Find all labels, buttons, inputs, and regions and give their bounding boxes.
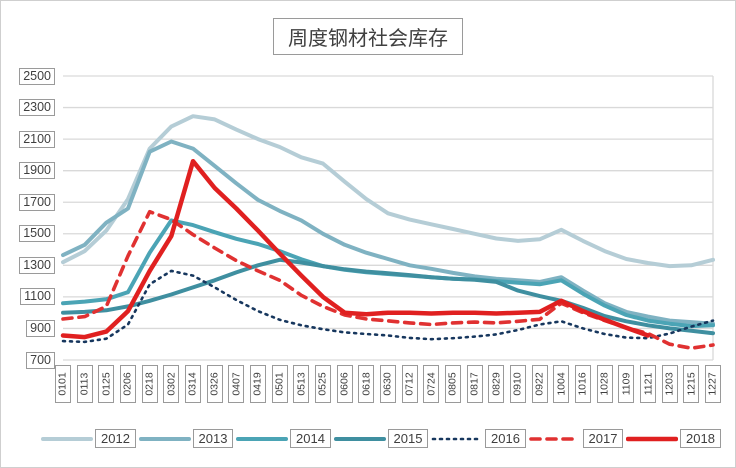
legend-item-2015: 2015 bbox=[333, 429, 429, 448]
series-line-2016 bbox=[61, 269, 715, 344]
legend-line-swatch bbox=[431, 437, 483, 440]
y-tick-label: 1900 bbox=[19, 162, 55, 180]
x-tick-label: 0101 bbox=[55, 365, 71, 403]
legend-line-swatch bbox=[236, 436, 288, 441]
y-tick-label: 1700 bbox=[19, 193, 55, 211]
x-tick-label: 0805 bbox=[445, 365, 461, 403]
x-tick-label: 0513 bbox=[293, 365, 310, 403]
legend-item-2016: 2016 bbox=[431, 429, 526, 448]
x-tick-label: 1109 bbox=[618, 365, 635, 403]
x-tick-label: 1121 bbox=[640, 365, 656, 403]
y-tick-label: 700 bbox=[26, 351, 55, 369]
y-tick-label: 1300 bbox=[19, 256, 55, 274]
legend-item-2017: 2017 bbox=[528, 429, 624, 448]
chart-title: 周度钢材社会库存 bbox=[273, 18, 463, 55]
y-tick-label: 2300 bbox=[19, 99, 55, 117]
series-line-2017 bbox=[61, 209, 715, 350]
x-tick-label: 1004 bbox=[553, 365, 570, 403]
series-line-2012 bbox=[61, 114, 715, 269]
x-tick-label: 0712 bbox=[401, 365, 418, 403]
x-tick-label: 0910 bbox=[510, 365, 526, 403]
legend-line-swatch bbox=[41, 436, 93, 441]
x-tick-label: 0724 bbox=[423, 365, 440, 403]
legend-label: 2018 bbox=[680, 429, 721, 448]
x-tick-label: 0125 bbox=[98, 365, 115, 403]
legend-label: 2017 bbox=[582, 429, 624, 448]
x-tick-label: 0922 bbox=[531, 365, 548, 403]
y-tick-label: 1100 bbox=[20, 288, 55, 306]
series-line-2015 bbox=[61, 257, 715, 336]
legend-label: 2015 bbox=[387, 429, 429, 448]
legend-line-swatch bbox=[333, 436, 386, 441]
x-tick-label: 0326 bbox=[206, 365, 223, 403]
legend-label: 2013 bbox=[192, 429, 234, 448]
y-tick-label: 900 bbox=[26, 319, 55, 337]
y-tick-label: 1500 bbox=[19, 225, 55, 243]
x-tick-label: 0606 bbox=[336, 365, 353, 403]
legend-line-swatch bbox=[528, 436, 581, 441]
x-tick-label: 0218 bbox=[141, 365, 158, 403]
legend-item-2018: 2018 bbox=[626, 429, 721, 448]
x-tick-label: 0314 bbox=[185, 365, 201, 403]
legend-label: 2014 bbox=[290, 429, 331, 448]
x-tick-label: 0618 bbox=[358, 365, 375, 403]
legend-line-swatch bbox=[138, 436, 191, 441]
legend-label: 2012 bbox=[95, 429, 136, 448]
x-tick-label: 0829 bbox=[488, 365, 505, 403]
x-tick-label: 0407 bbox=[228, 365, 245, 403]
x-tick-label: 1203 bbox=[661, 365, 678, 403]
legend-item-2012: 2012 bbox=[41, 429, 136, 448]
x-tick-label: 0419 bbox=[250, 365, 266, 403]
x-tick-label: 0525 bbox=[315, 365, 331, 403]
series-line-2013 bbox=[61, 139, 715, 326]
x-tick-label: 1227 bbox=[705, 365, 721, 403]
x-tick-label: 0113 bbox=[76, 365, 93, 403]
x-tick-label: 0817 bbox=[466, 365, 483, 403]
x-tick-label: 1028 bbox=[596, 365, 613, 403]
x-tick-label: 1016 bbox=[575, 365, 591, 403]
legend-label: 2016 bbox=[485, 429, 526, 448]
legend-line-swatch bbox=[626, 436, 678, 441]
x-tick-label: 0630 bbox=[380, 365, 396, 403]
legend-item-2014: 2014 bbox=[236, 429, 331, 448]
y-tick-label: 2500 bbox=[19, 67, 55, 85]
x-tick-label: 0501 bbox=[271, 365, 288, 403]
x-tick-label: 0302 bbox=[163, 365, 180, 403]
x-tick-label: 0206 bbox=[120, 365, 136, 403]
x-tick-label: 1215 bbox=[683, 365, 700, 403]
y-tick-label: 2100 bbox=[19, 130, 55, 148]
chart-legend: 2012 2013 2014 2015 2016 2017 2018 bbox=[41, 429, 721, 448]
legend-item-2013: 2013 bbox=[138, 429, 234, 448]
series-line-2018 bbox=[60, 158, 651, 340]
